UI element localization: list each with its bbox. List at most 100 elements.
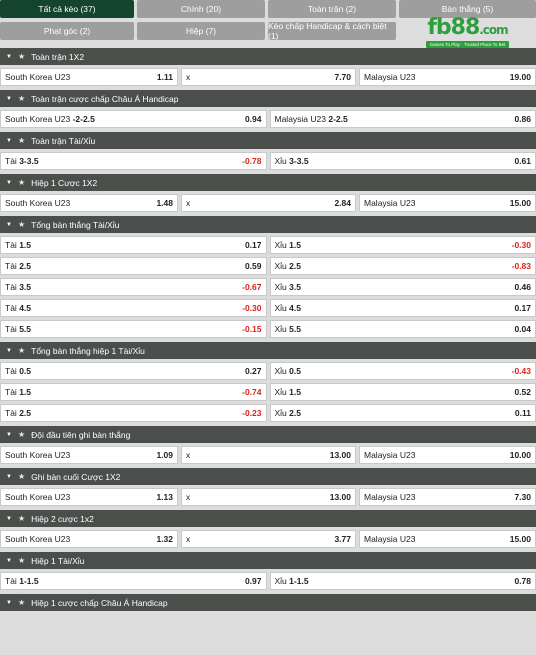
collapse-caret-icon[interactable]: ▼: [6, 53, 12, 60]
selection-name: South Korea U23: [5, 450, 71, 460]
favorite-star-icon[interactable]: ★: [17, 598, 26, 607]
market-section-header[interactable]: ▼ ★ Tổng bàn thắng Tài/Xỉu: [0, 216, 536, 233]
odds-cell[interactable]: Tài 5.5 -0.15: [0, 320, 267, 338]
odds-cell[interactable]: South Korea U23 1.09: [0, 446, 178, 464]
selection-name: x: [186, 492, 191, 502]
odds-cell[interactable]: Xỉu 3.5 0.46: [269, 278, 536, 296]
market-section-header[interactable]: ▼ ★ Toàn trận cược chấp Châu Á Handicap: [0, 90, 536, 107]
collapse-caret-icon[interactable]: ▼: [6, 557, 12, 564]
odds-cell[interactable]: Malaysia U23 10.00: [359, 446, 536, 464]
odds-value: 1.11: [156, 72, 173, 82]
tab-all-markets[interactable]: Tất cả kèo (37): [0, 0, 134, 18]
collapse-caret-icon[interactable]: ▼: [6, 137, 12, 144]
favorite-star-icon[interactable]: ★: [17, 94, 26, 103]
market-section-header[interactable]: ▼ ★ Hiệp 1 cược chấp Châu Á Handicap: [0, 594, 536, 611]
collapse-caret-icon[interactable]: ▼: [6, 431, 12, 438]
odds-cell[interactable]: Tài 0.5 0.27: [0, 362, 267, 380]
collapse-caret-icon[interactable]: ▼: [6, 347, 12, 354]
selection-name: South Korea U23: [5, 198, 71, 208]
favorite-star-icon[interactable]: ★: [17, 430, 26, 439]
market-section-header[interactable]: ▼ ★ Hiệp 1 Cược 1X2: [0, 174, 536, 191]
favorite-star-icon[interactable]: ★: [17, 556, 26, 565]
selection-label: Xỉu 3-3.5: [275, 156, 309, 166]
tab-handicap[interactable]: Kèo chấp Handicap & cách biệt (1): [268, 21, 396, 41]
odds-cell[interactable]: x 13.00: [181, 488, 356, 506]
odds-cell[interactable]: Tài 3-3.5 -0.78: [0, 152, 267, 170]
favorite-star-icon[interactable]: ★: [17, 346, 26, 355]
odds-cell[interactable]: Xỉu 4.5 0.17: [269, 299, 536, 317]
odds-cell[interactable]: x 2.84: [181, 194, 356, 212]
collapse-caret-icon[interactable]: ▼: [6, 179, 12, 186]
market-section: ▼ ★ Toàn trận Tài/Xỉu Tài 3-3.5 -0.78 Xỉu 3-3…: [0, 132, 536, 170]
odds-cell[interactable]: x 13.00: [181, 446, 356, 464]
favorite-star-icon[interactable]: ★: [17, 136, 26, 145]
odds-cell[interactable]: Tài 1.5 -0.74: [0, 383, 267, 401]
odds-cell[interactable]: Malaysia U23 7.30: [359, 488, 536, 506]
favorite-star-icon[interactable]: ★: [17, 472, 26, 481]
odds-cell[interactable]: Tài 2.5 -0.23: [0, 404, 267, 422]
favorite-star-icon[interactable]: ★: [17, 220, 26, 229]
market-section-header[interactable]: ▼ ★ Tổng bàn thắng hiệp 1 Tài/Xỉu: [0, 342, 536, 359]
selection-name: Tài: [5, 387, 17, 397]
odds-cell[interactable]: Xỉu 0.5 -0.43: [269, 362, 536, 380]
selection-name: Tài: [5, 261, 17, 271]
tab-corners[interactable]: Phạt góc (2): [0, 22, 134, 40]
odds-cell[interactable]: Xỉu 1.5 0.52: [269, 383, 536, 401]
odds-cell[interactable]: Xỉu 2.5 -0.83: [269, 257, 536, 275]
odds-cell[interactable]: Malaysia U23 2-2.5 0.86: [269, 110, 536, 128]
tab-goals[interactable]: Bàn thắng (5): [399, 0, 536, 18]
odds-cell[interactable]: Tài 3.5 -0.67: [0, 278, 267, 296]
odds-cell[interactable]: Tài 1-1.5 0.97: [0, 572, 267, 590]
odds-cell[interactable]: South Korea U23 -2-2.5 0.94: [0, 110, 267, 128]
favorite-star-icon[interactable]: ★: [17, 178, 26, 187]
market-section-header[interactable]: ▼ ★ Hiệp 1 Tài/Xỉu: [0, 552, 536, 569]
odds-value: 0.27: [244, 366, 262, 376]
odds-cell[interactable]: Malaysia U23 15.00: [359, 194, 536, 212]
odds-cell[interactable]: x 7.70: [181, 68, 356, 86]
odds-cell[interactable]: South Korea U23 1.48: [0, 194, 178, 212]
odds-cell[interactable]: Xỉu 1.5 -0.30: [269, 236, 536, 254]
odds-value: 3.77: [334, 534, 351, 544]
tab-halves[interactable]: Hiệp (7): [137, 22, 265, 40]
odds-cell[interactable]: Malaysia U23 15.00: [359, 530, 536, 548]
odds-cell[interactable]: x 3.77: [181, 530, 356, 548]
collapse-caret-icon[interactable]: ▼: [6, 95, 12, 102]
market-title: Hiệp 1 Cược 1X2: [31, 177, 98, 188]
selection-name: Xỉu: [274, 282, 287, 292]
collapse-caret-icon[interactable]: ▼: [6, 473, 12, 480]
market-section-header[interactable]: ▼ ★ Ghi bàn cuối Cược 1X2: [0, 468, 536, 485]
odds-value: 0.59: [244, 261, 262, 271]
favorite-star-icon[interactable]: ★: [17, 52, 26, 61]
market-section-header[interactable]: ▼ ★ Đội đầu tiên ghi bàn thắng: [0, 426, 536, 443]
tab-main[interactable]: Chính (20): [137, 0, 265, 18]
odds-cell[interactable]: Tài 4.5 -0.30: [0, 299, 267, 317]
market-title: Tổng bàn thắng hiệp 1 Tài/Xỉu: [31, 345, 145, 356]
odds-value: -0.78: [242, 156, 262, 166]
odds-cell[interactable]: Xỉu 3-3.5 0.61: [269, 152, 536, 170]
favorite-star-icon[interactable]: ★: [17, 514, 26, 523]
odds-cell[interactable]: Malaysia U23 19.00: [359, 68, 536, 86]
odds-cell[interactable]: Xỉu 2.5 0.11: [269, 404, 536, 422]
handicap-line: 3.5: [19, 282, 32, 292]
odds-cell[interactable]: South Korea U23 1.13: [0, 488, 178, 506]
selection-name: Xỉu: [274, 303, 287, 313]
collapse-caret-icon[interactable]: ▼: [6, 599, 12, 606]
tab-full-time[interactable]: Toàn trận (2): [268, 0, 396, 18]
odds-cell[interactable]: South Korea U23 1.11: [0, 68, 178, 86]
market-section: ▼ ★ Hiệp 2 cược 1x2 South Korea U23 1.32 x 3.7…: [0, 510, 536, 548]
market-section-header[interactable]: ▼ ★ Hiệp 2 cược 1x2: [0, 510, 536, 527]
collapse-caret-icon[interactable]: ▼: [6, 515, 12, 522]
selection-name: Tài: [5, 408, 17, 418]
market-section: ▼ ★ Tổng bàn thắng hiệp 1 Tài/Xỉu Tài 0.5 0.…: [0, 342, 536, 422]
collapse-caret-icon[interactable]: ▼: [6, 221, 12, 228]
odds-value: -0.15: [242, 324, 262, 334]
odds-cell[interactable]: Tài 1.5 0.17: [0, 236, 267, 254]
market-section-header[interactable]: ▼ ★ Toàn trận Tài/Xỉu: [0, 132, 536, 149]
odds-cell[interactable]: Xỉu 1-1.5 0.78: [269, 572, 536, 590]
odds-cell[interactable]: South Korea U23 1.32: [0, 530, 178, 548]
selection-label: Xỉu 5.5: [275, 324, 302, 334]
odds-cell[interactable]: Tài 2.5 0.59: [0, 257, 267, 275]
market-title: Đội đầu tiên ghi bàn thắng: [31, 429, 131, 440]
market-section-header[interactable]: ▼ ★ Toàn trận 1X2: [0, 48, 536, 65]
odds-cell[interactable]: Xỉu 5.5 0.04: [269, 320, 536, 338]
